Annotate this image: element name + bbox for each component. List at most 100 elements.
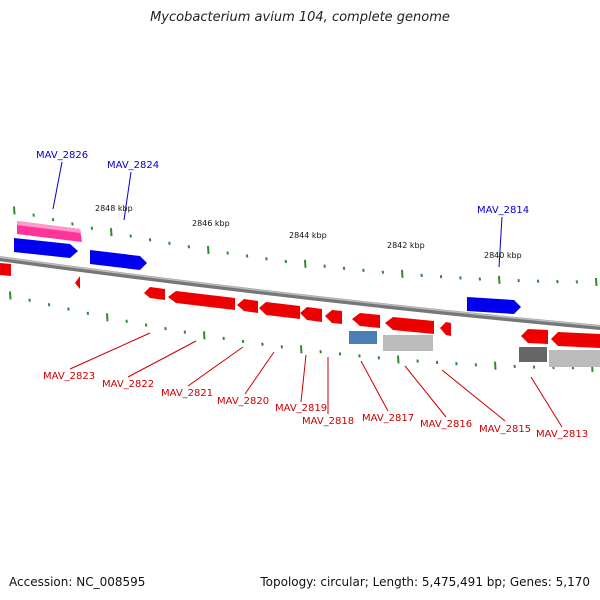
minor-tick	[245, 254, 249, 258]
kbp-label-2840: 2840 kbp	[484, 251, 522, 260]
minor-tick	[377, 356, 381, 360]
major-tick	[498, 275, 501, 284]
minor-tick	[338, 352, 342, 356]
minor-tick	[67, 307, 70, 311]
label-mav-2824[interactable]: MAV_2824	[107, 160, 159, 171]
label-mav-2826[interactable]: MAV_2826	[36, 150, 88, 161]
minor-tick	[32, 213, 35, 217]
minor-tick	[455, 362, 458, 366]
upper-genes	[14, 221, 521, 314]
label-mav-2820[interactable]: MAV_2820	[217, 396, 269, 407]
minor-tick	[187, 245, 191, 249]
minor-tick	[435, 360, 439, 365]
minor-tick	[358, 354, 361, 358]
minor-tick	[362, 268, 365, 272]
gene-mav-2817[interactable]	[352, 313, 380, 328]
minor-tick	[416, 359, 419, 363]
leader-mav-2819	[300, 354, 307, 403]
minor-tick	[342, 266, 346, 270]
gene-mav-2824a[interactable]	[14, 238, 78, 258]
minor-tick	[265, 257, 268, 261]
gene-mav-2824b[interactable]	[90, 250, 147, 270]
major-tick	[401, 269, 404, 278]
gene-mav-2821[interactable]	[237, 299, 258, 313]
major-tick	[106, 313, 109, 322]
label-mav-2817[interactable]: MAV_2817	[362, 413, 414, 424]
major-tick	[13, 206, 16, 215]
minor-tick	[226, 251, 229, 255]
minor-tick	[144, 323, 148, 327]
leader-mav-2813	[530, 376, 563, 428]
label-mav-2816[interactable]: MAV_2816	[420, 419, 472, 430]
gene-steelblue[interactable]	[349, 331, 377, 344]
minor-tick	[168, 241, 171, 246]
gene-mav-2815[interactable]	[440, 322, 451, 336]
minor-tick	[71, 222, 74, 226]
kbp-label-2844: 2844 kbp	[289, 231, 327, 240]
genome-backbone	[0, 256, 600, 331]
kbp-label-2842: 2842 kbp	[387, 241, 425, 250]
minor-tick	[47, 303, 51, 307]
label-mav-2822[interactable]: MAV_2822	[102, 379, 154, 390]
minor-tick	[284, 259, 288, 264]
gene-gray-b[interactable]	[549, 350, 600, 367]
leader-mav-2816	[404, 365, 447, 418]
accession-text: Accession: NC_008595	[9, 575, 146, 589]
minor-tick	[439, 275, 443, 279]
minor-tick	[532, 365, 536, 369]
gene-mav-2816[interactable]	[385, 317, 434, 334]
leader-mav-2822	[127, 340, 197, 378]
lower-genes	[0, 263, 600, 367]
minor-tick	[280, 345, 284, 349]
label-mav-2823[interactable]: MAV_2823	[43, 371, 95, 382]
gene-mav-2823[interactable]	[144, 287, 165, 300]
gene-mav-2813b[interactable]	[551, 332, 600, 348]
minor-tick	[148, 238, 152, 242]
leader-mav-2815	[441, 369, 506, 422]
minor-tick	[381, 270, 385, 274]
gene-mav-2814[interactable]	[467, 297, 521, 314]
minor-tick	[420, 273, 423, 278]
gene-mav-2820[interactable]	[259, 302, 300, 319]
label-mav-2814[interactable]: MAV_2814	[477, 205, 529, 216]
minor-tick	[164, 326, 167, 331]
minor-tick	[513, 364, 516, 369]
label-mav-2818[interactable]: MAV_2818	[302, 416, 354, 427]
label-mav-2821[interactable]: MAV_2821	[161, 388, 213, 399]
gene-mav-2819[interactable]	[300, 307, 322, 322]
minor-tick	[556, 279, 559, 284]
minor-tick	[575, 280, 579, 284]
upper-label-leaders	[52, 161, 503, 268]
upper-tick-track	[13, 206, 598, 287]
minor-tick	[86, 311, 90, 315]
minor-tick	[241, 339, 245, 344]
minor-tick	[28, 298, 31, 302]
gene-left-edge[interactable]	[0, 263, 11, 276]
major-tick	[9, 291, 12, 300]
gene-mav-2826-shade	[17, 221, 80, 233]
gene-darkgray[interactable]	[519, 347, 547, 362]
gene-mav-2822[interactable]	[168, 291, 235, 310]
gene-mav-2818[interactable]	[325, 310, 342, 324]
minor-tick	[125, 319, 128, 323]
label-mav-2819[interactable]: MAV_2819	[275, 403, 327, 414]
label-mav-2815[interactable]: MAV_2815	[479, 424, 531, 435]
upper-gene-labels: MAV_2826 MAV_2824 MAV_2814	[36, 150, 529, 216]
gene-gray-a[interactable]	[383, 335, 433, 351]
major-tick	[595, 277, 598, 287]
kbp-scale: 2848 kbp 2846 kbp 2844 kbp 2842 kbp 2840…	[95, 204, 522, 260]
gene-small-arrow[interactable]	[75, 276, 80, 289]
leader-mav-2826	[52, 161, 63, 210]
leader-mav-2824	[123, 171, 132, 221]
kbp-label-2846: 2846 kbp	[192, 219, 230, 228]
minor-tick	[261, 342, 264, 346]
minor-tick	[90, 226, 94, 230]
minor-tick	[319, 350, 322, 354]
leader-mav-2820	[244, 351, 275, 395]
gene-mav-2813a[interactable]	[521, 329, 548, 344]
leader-mav-2814	[498, 216, 503, 268]
major-tick	[300, 345, 303, 354]
label-mav-2813[interactable]: MAV_2813	[536, 429, 588, 440]
leader-mav-2817	[360, 360, 389, 412]
